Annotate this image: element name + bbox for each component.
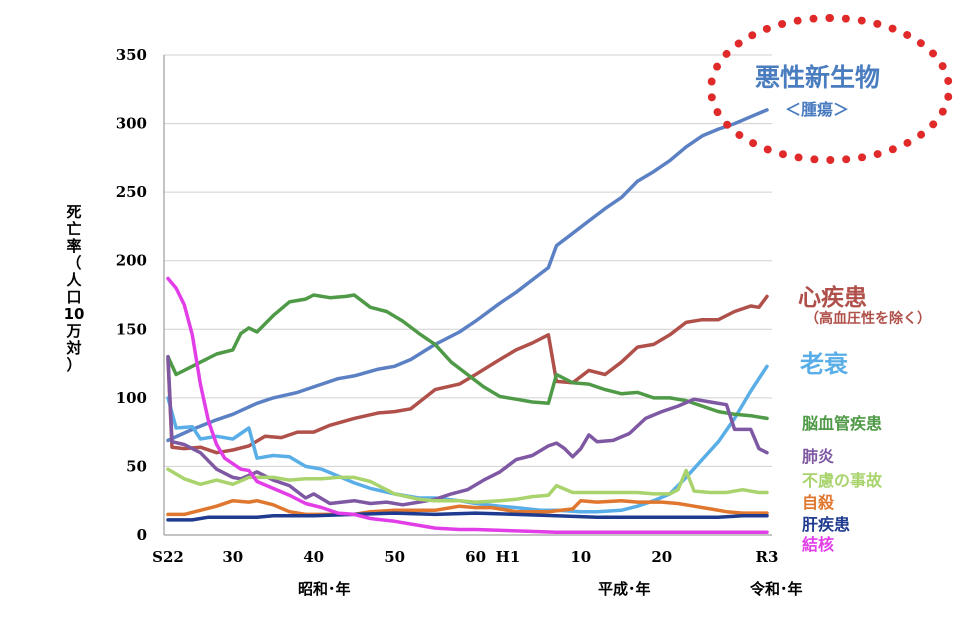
grid-lines	[164, 54, 772, 467]
y-axis-label-char: （	[66, 254, 82, 272]
legend-heart-sub: （高血圧性を除く）	[805, 311, 931, 327]
y-axis-label: 死亡率（人口 10 万対）	[62, 204, 86, 374]
legend-cerebro: 脳血管疾患	[802, 414, 883, 433]
x-tick-label: 10	[570, 548, 591, 566]
y-tick-label: 0	[137, 526, 147, 544]
y-axis-label-char: 10	[63, 305, 85, 323]
era-label-heisei: 平成･年	[598, 580, 651, 598]
legend-liver: 肝疾患	[802, 515, 851, 534]
y-axis-label-char: 口	[66, 288, 82, 306]
legend-suicide: 自殺	[802, 493, 835, 512]
era-label-showa: 昭和･年	[298, 580, 351, 598]
y-tick-label: 150	[116, 320, 147, 338]
series-line-cerebro	[166, 293, 769, 421]
y-tick-label: 200	[116, 252, 147, 270]
x-tick-label: 20	[651, 548, 672, 566]
y-axis-label-char: 対	[66, 339, 82, 357]
y-tick-label: 250	[116, 183, 147, 201]
y-tick-labels: 0 50 100 150 200 250 300 350	[116, 46, 147, 544]
legend-heart: 心疾患	[798, 285, 867, 311]
y-tick-label: 350	[116, 46, 147, 64]
y-tick-label: 50	[126, 457, 147, 475]
y-axis-label-char: 率	[66, 237, 82, 255]
legend-tb: 結核	[802, 535, 835, 554]
era-label-reiwa: 令和･年	[750, 580, 803, 598]
y-tick-label: 300	[116, 115, 147, 133]
x-tick-label: 40	[303, 548, 324, 566]
x-tick-label: S22	[152, 548, 184, 566]
x-tick-label: R3	[756, 548, 779, 566]
x-tick-label: 50	[384, 548, 405, 566]
y-tick-label: 100	[116, 389, 147, 407]
legend-pneumonia: 肺炎	[802, 447, 835, 466]
series-line-accident	[166, 467, 769, 504]
legend-senility: 老衰	[800, 350, 848, 378]
y-axis-label-char: 万	[66, 322, 82, 340]
x-tick-label: 60	[465, 548, 486, 566]
series-line-pneumonia	[166, 354, 769, 507]
series-line-liver	[166, 511, 769, 522]
legend-accident: 不慮の事故	[802, 471, 883, 490]
legend-tumor: 悪性新生物	[755, 63, 881, 92]
x-tick-labels: S22 30 40 50 60 H1 10 20 R3	[152, 548, 778, 566]
highlight-dotted-oval	[707, 14, 953, 164]
x-tick-label: 30	[222, 548, 243, 566]
y-axis-label-char: 死	[66, 203, 82, 221]
series-line-tb	[166, 276, 769, 535]
y-axis-label-char: 亡	[66, 220, 82, 238]
y-axis-label-char: 人	[66, 271, 82, 289]
series-lines	[166, 108, 769, 535]
legend-tumor-sub: ＜腫瘍＞	[785, 100, 850, 119]
y-axis-label-char: ）	[66, 356, 82, 374]
series-line-suicide	[166, 498, 769, 517]
x-tick-label: H1	[496, 548, 521, 566]
series-line-tumor	[166, 108, 769, 443]
